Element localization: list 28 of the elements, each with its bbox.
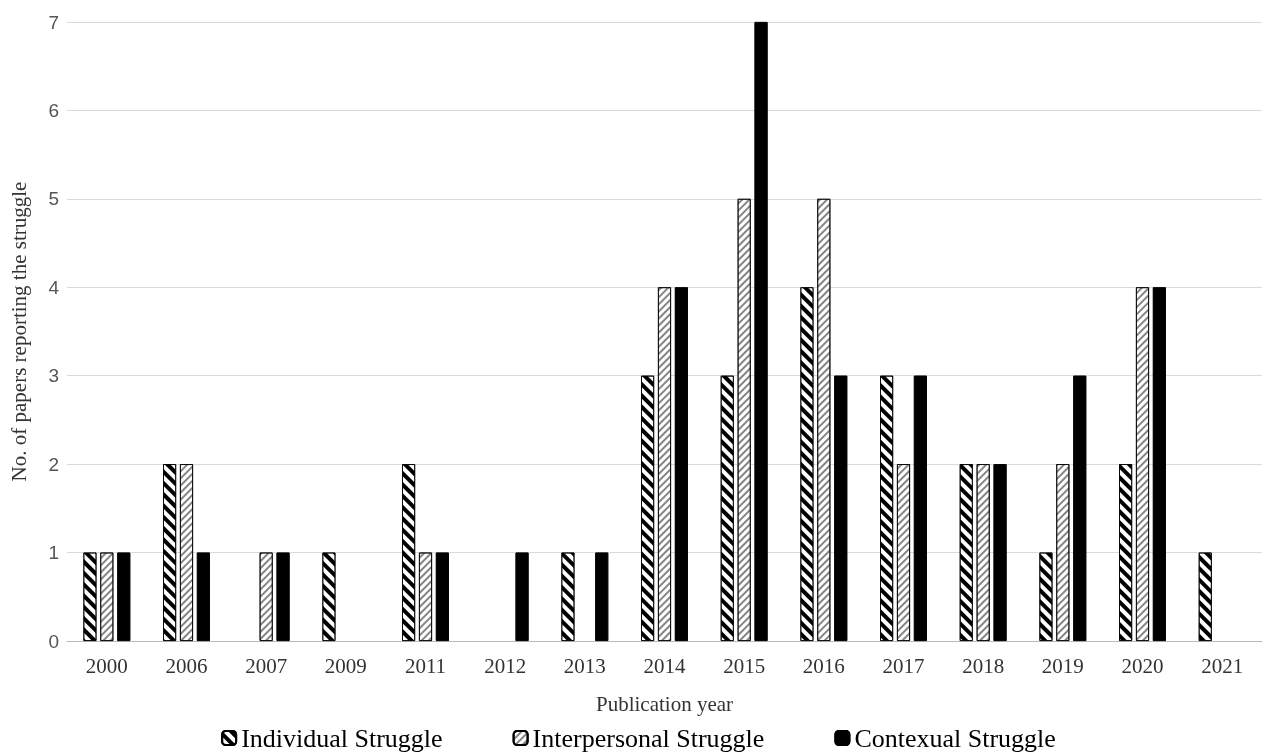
x-tick-label: 2015 [723, 653, 766, 678]
y-tick-label: 6 [48, 99, 59, 121]
x-tick-label: 2016 [802, 653, 845, 678]
x-axis-title: Publication year [595, 691, 734, 716]
x-tick-label: 2013 [563, 653, 606, 678]
legend-label: Contexual Struggle [854, 723, 1056, 753]
x-tick-label: 2020 [1121, 653, 1164, 678]
x-tick-label: 2017 [882, 653, 925, 678]
y-tick-label: 7 [48, 11, 59, 33]
x-tick-label: 2006 [165, 653, 208, 678]
x-tick-label: 2007 [245, 653, 288, 678]
x-tick-label: 2000 [85, 653, 128, 678]
x-tick-label: 2021 [1201, 653, 1244, 678]
x-tick-label: 2009 [324, 653, 367, 678]
x-tick-label: 2018 [962, 653, 1005, 678]
x-tick-label: 2011 [404, 653, 447, 678]
y-tick-label: 0 [48, 630, 59, 652]
y-tick-label: 4 [48, 276, 60, 298]
x-tick-label: 2012 [484, 653, 527, 678]
x-tick-label: 2019 [1041, 653, 1084, 678]
legend-label: Individual Struggle [241, 723, 443, 753]
y-tick-label: 2 [48, 453, 59, 475]
legend-label: Interpersonal Struggle [532, 723, 765, 753]
x-tick-label: 2014 [643, 653, 686, 678]
y-tick-label: 3 [48, 365, 59, 387]
y-axis-title: No. of papers reporting the struggle [6, 181, 31, 482]
y-tick-label: 1 [48, 542, 59, 564]
y-tick-label: 5 [48, 188, 59, 210]
